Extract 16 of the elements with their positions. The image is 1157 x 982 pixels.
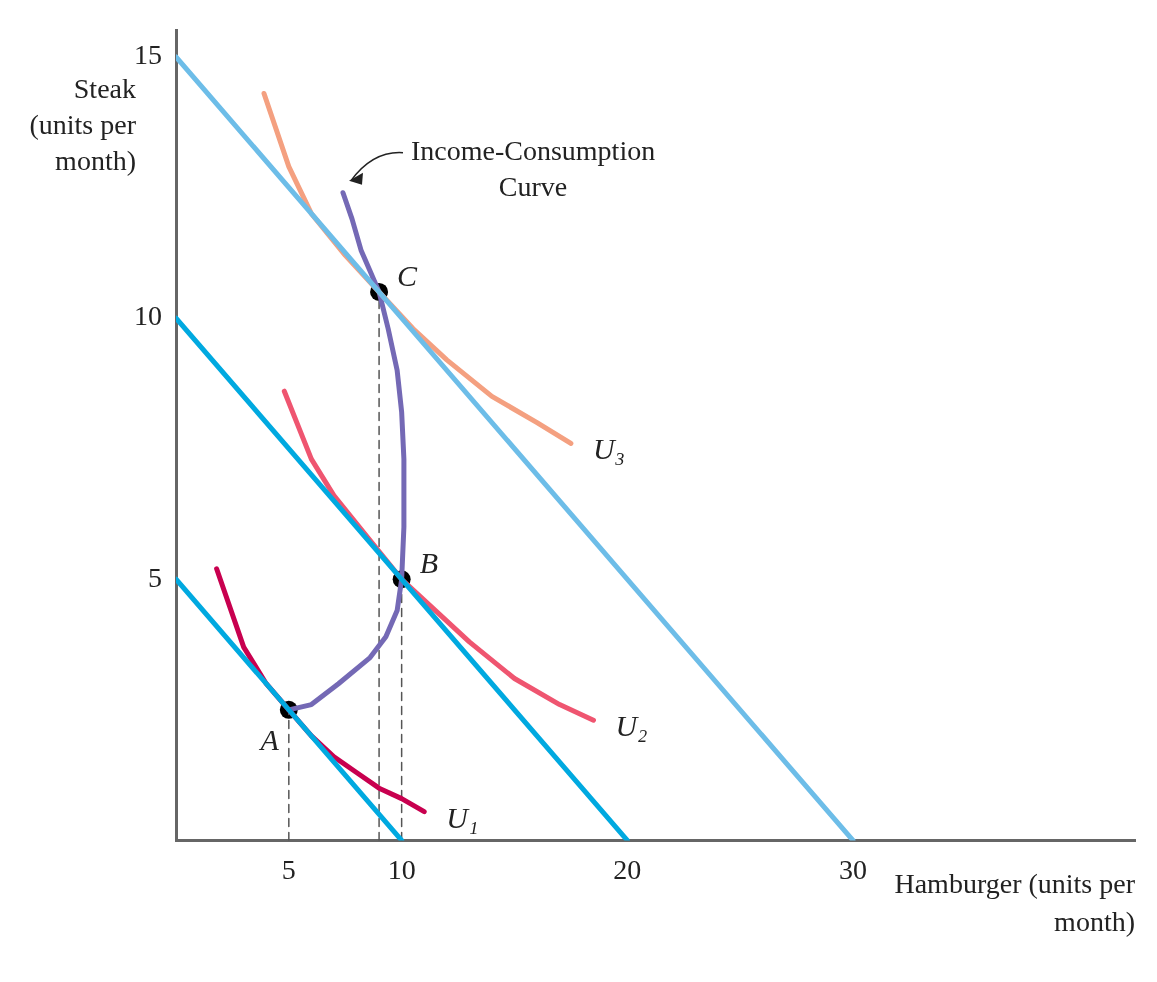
x-tick-label: 20: [613, 853, 642, 885]
annotation: A: [258, 722, 280, 756]
annotation: C: [397, 258, 419, 292]
y-tick-label: 15: [134, 39, 162, 71]
x-tick-label: 10: [387, 853, 416, 885]
x-tick-label: 5: [281, 853, 296, 885]
y-axis-title: Steak (units per month): [29, 73, 137, 177]
x-tick-label: 30: [838, 853, 867, 885]
annotation: Income-Consumption Curve: [410, 135, 656, 203]
annotation: B: [419, 546, 438, 580]
series-label: U₁: [446, 800, 479, 834]
series-label: U₂: [615, 709, 648, 743]
series-label: U₃: [592, 432, 625, 466]
y-tick-label: 10: [134, 300, 162, 332]
x-axis-title: Hamburger (units per month): [894, 867, 1136, 937]
y-tick-label: 5: [148, 561, 162, 593]
